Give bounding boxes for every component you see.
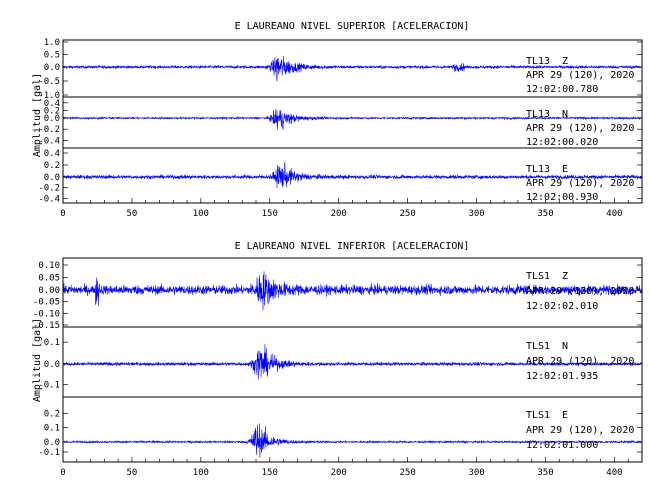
- y-tick-label: 0.05: [38, 274, 60, 284]
- x-tick-label: 50: [127, 209, 138, 219]
- lower-chart-title: E LAUREANO NIVEL INFERIOR [ACELERACION]: [235, 241, 470, 252]
- y-tick-label: -0.4: [38, 136, 60, 146]
- y-tick-label: -0.5: [38, 77, 60, 87]
- waveform-trace: [62, 344, 643, 380]
- panel-station-label: TLS1: [526, 410, 550, 421]
- y-tick-label: 0.0: [44, 438, 60, 448]
- x-tick-label: 150: [262, 468, 278, 478]
- x-tick-label: 250: [400, 468, 416, 478]
- x-tick-label: 100: [193, 468, 209, 478]
- panel-station-label: TL13: [526, 109, 550, 120]
- y-tick-label: -0.1: [38, 381, 60, 391]
- x-tick-label: 350: [537, 468, 553, 478]
- panel-station-label: TLS1: [526, 271, 550, 282]
- panel-tl13-n: TL13 N APR 29 (120), 2020 12:02:00.020 0…: [38, 96, 643, 149]
- panel-time-label: 12:02:02.010: [526, 301, 598, 312]
- y-tick-label: 0.4: [44, 99, 60, 109]
- x-tick-label: 150: [262, 209, 278, 219]
- panel-date-label: APR 29 (120), 2020: [526, 178, 634, 189]
- x-tick-label: 300: [468, 468, 484, 478]
- panel-station-label: TLS1: [526, 341, 550, 352]
- y-tick-label: -0.10: [33, 309, 60, 319]
- x-tick-label: 0: [60, 468, 65, 478]
- x-tick-label: 250: [400, 209, 416, 219]
- y-tick-label: 0.2: [44, 161, 60, 171]
- panel-time-label: 12:02:00.780: [526, 84, 598, 95]
- panel-component-label: Z: [562, 56, 568, 67]
- x-tick-label: 350: [537, 209, 553, 219]
- upper-y-axis-label: Amplitud [gal]: [32, 73, 43, 157]
- y-tick-label: 0.1: [44, 424, 60, 434]
- y-tick-label: 0.00: [38, 286, 60, 296]
- y-tick-label: 0.0: [44, 63, 60, 73]
- y-tick-label: 0.0: [44, 173, 60, 183]
- x-tick-label: 200: [331, 209, 347, 219]
- x-tick-label: 0: [60, 209, 65, 219]
- lower-y-axis-label: Amplitud [gal]: [32, 318, 43, 402]
- y-tick-label: 0.2: [44, 106, 60, 116]
- panel-time-label: 12:02:01.935: [526, 371, 598, 382]
- x-tick-label: 50: [127, 468, 138, 478]
- x-tick-label: 400: [606, 468, 622, 478]
- waveform-trace: [62, 55, 643, 82]
- panel-tl13-z: TL13 Z APR 29 (120), 2020 12:02:00.780 1…: [38, 38, 643, 101]
- y-tick-label: -0.05: [33, 298, 60, 308]
- panel-date-label: APR 29 (120), 2020: [526, 286, 634, 297]
- panel-component-label: E: [562, 164, 568, 175]
- waveform-trace: [62, 423, 643, 458]
- x-tick-label: 300: [468, 209, 484, 219]
- y-tick-label: 0.10: [38, 261, 60, 271]
- upper-chart-title: E LAUREANO NIVEL SUPERIOR [ACELERACION]: [235, 21, 470, 32]
- waveform-trace: [63, 109, 643, 130]
- panel-time-label: 12:02:00.930: [526, 192, 598, 203]
- y-tick-label: -1.0: [38, 91, 60, 101]
- panel-tl13-e: TL13 E APR 29 (120), 2020 12:02:00.930 0…: [38, 147, 643, 204]
- panel-tls1-n: TLS1 N APR 29 (120), 2020 12:02:01.935 0…: [38, 326, 643, 398]
- y-tick-label: 0.5: [44, 51, 60, 61]
- panel-station-label: TL13: [526, 56, 550, 67]
- y-tick-label: 0.0: [44, 360, 60, 370]
- y-tick-label: -0.1: [38, 448, 60, 458]
- panel-tls1-e: TLS1 E APR 29 (120), 2020 12:02:01.000 0…: [38, 396, 643, 463]
- x-tick-label: 400: [606, 209, 622, 219]
- panel-station-label: TL13: [526, 164, 550, 175]
- panel-date-label: APR 29 (120), 2020: [526, 70, 634, 81]
- panel-time-label: 12:02:00.020: [526, 137, 598, 148]
- y-tick-label: 1.0: [44, 38, 60, 48]
- y-tick-label: -0.2: [38, 125, 60, 135]
- panel-date-label: APR 29 (120), 2020: [526, 123, 634, 134]
- y-tick-label: -0.4: [38, 194, 60, 204]
- y-tick-label: 0.2: [44, 409, 60, 419]
- waveform-trace: [62, 271, 643, 311]
- panel-date-label: APR 29 (120), 2020: [526, 356, 634, 367]
- x-tick-label: 200: [331, 468, 347, 478]
- y-tick-label: -0.15: [33, 321, 60, 331]
- panel-tls1-z: TLS1 Z APR 29 (120), 2020 12:02:02.010 0…: [33, 257, 643, 331]
- waveform-trace: [62, 161, 643, 189]
- panel-component-label: Z: [562, 271, 568, 282]
- y-tick-label: 0.0: [44, 114, 60, 124]
- panel-component-label: N: [562, 341, 568, 352]
- panel-component-label: N: [562, 109, 568, 120]
- panel-component-label: E: [562, 410, 568, 421]
- y-tick-label: -0.2: [38, 184, 60, 194]
- y-tick-label: 0.4: [44, 149, 60, 159]
- x-tick-label: 100: [193, 209, 209, 219]
- panel-date-label: APR 29 (120), 2020: [526, 425, 634, 436]
- panel-time-label: 12:02:01.000: [526, 440, 598, 451]
- y-tick-label: 0.1: [44, 338, 60, 348]
